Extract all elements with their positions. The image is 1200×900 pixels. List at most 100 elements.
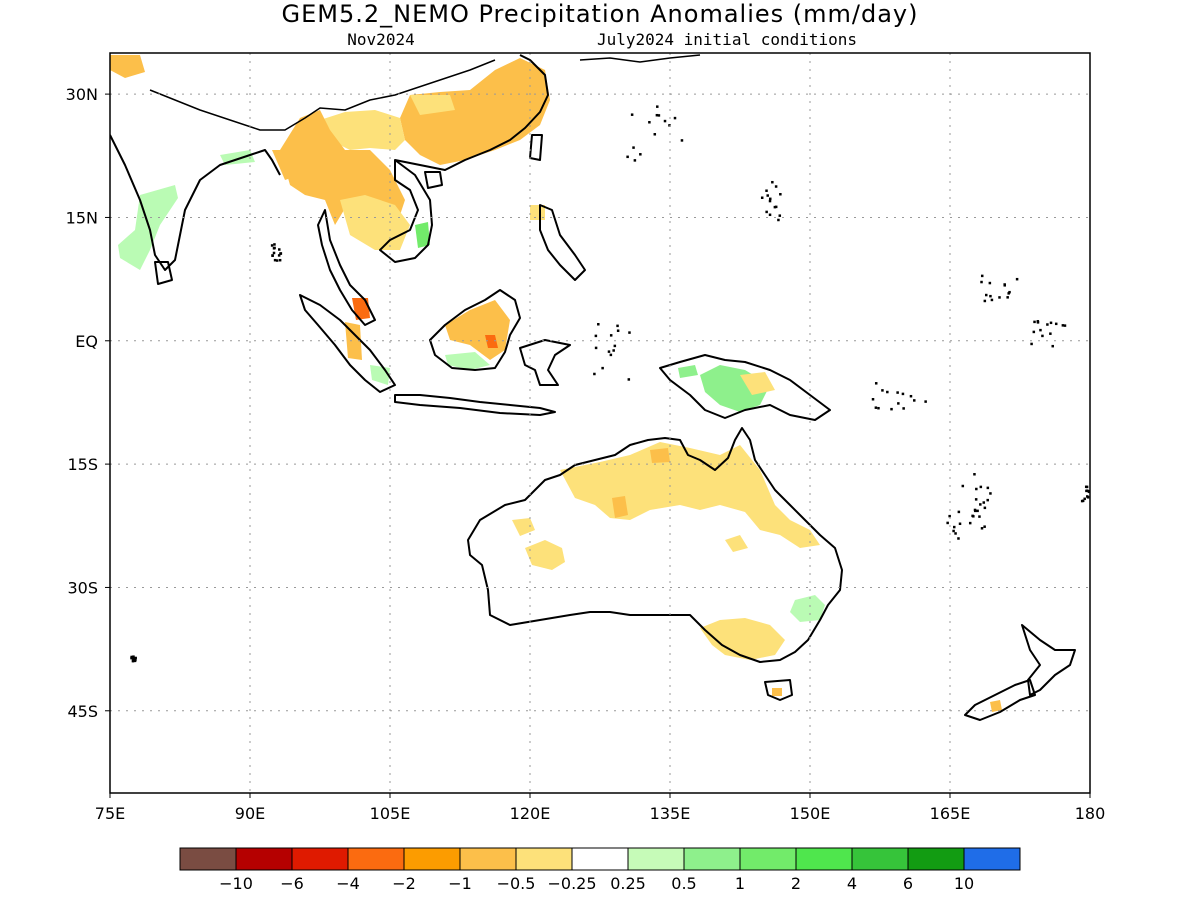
island-dot xyxy=(1036,320,1040,323)
colorbar-label: −6 xyxy=(280,874,304,893)
colorbar-label: 10 xyxy=(954,874,974,893)
island-dot xyxy=(616,329,620,332)
lon-tick-label: 165E xyxy=(930,804,971,823)
island-dot xyxy=(957,537,960,540)
island-dot xyxy=(594,334,598,338)
colorbar-swatch xyxy=(179,847,237,871)
anomaly-western-australia-patch xyxy=(525,540,565,570)
island-dot xyxy=(902,407,905,410)
anomaly-indochina-south xyxy=(340,195,410,250)
island-dot xyxy=(653,133,657,136)
island-dot xyxy=(988,281,992,285)
colorbar-swatch xyxy=(627,847,685,871)
island-dot xyxy=(968,521,972,525)
colorbar-label: 0.25 xyxy=(610,874,646,893)
lat-tick-label: 45S xyxy=(67,702,98,721)
anomaly-tibet-edge xyxy=(410,95,455,115)
island-dot xyxy=(1003,284,1006,287)
island-dot xyxy=(609,334,613,337)
anomaly-new-guinea-north xyxy=(678,365,698,378)
island-dot xyxy=(597,323,600,326)
island-dot xyxy=(277,254,281,257)
island-dot xyxy=(1049,321,1053,325)
island-dot xyxy=(958,522,962,526)
coast-new-guinea xyxy=(659,354,831,421)
lat-tick-label: 15N xyxy=(66,208,98,227)
island-dot xyxy=(975,487,978,491)
island-dot xyxy=(648,121,651,124)
colorbar-label: 2 xyxy=(791,874,801,893)
island-dot xyxy=(626,155,629,159)
island-dot xyxy=(639,153,642,156)
anomaly-queensland-patch xyxy=(725,535,748,552)
island-dot xyxy=(760,196,764,199)
island-dot xyxy=(278,258,282,262)
anomaly-borneo-south xyxy=(445,352,490,370)
lon-tick-label: 105E xyxy=(370,804,411,823)
island-dot xyxy=(774,205,778,209)
island-dot xyxy=(601,366,604,370)
anomaly-india-west xyxy=(118,185,178,270)
initial-conditions-label: July2024 initial conditions xyxy=(597,30,857,49)
coast-sulawesi xyxy=(519,339,571,386)
island-dot xyxy=(1093,486,1096,489)
island-dot xyxy=(974,509,977,513)
island-dot xyxy=(271,254,274,257)
island-dot xyxy=(766,194,769,197)
anomaly-tasmania xyxy=(772,688,782,696)
colorbar-swatch xyxy=(907,847,965,871)
island-dot xyxy=(1088,490,1090,494)
lat-tick-label: 15S xyxy=(67,455,98,474)
island-dot xyxy=(765,189,768,192)
border-asia-north xyxy=(149,59,496,131)
anomaly-sumatra-south xyxy=(370,365,390,385)
colorbar-label: 6 xyxy=(903,874,913,893)
coast-nz-south xyxy=(964,679,1036,721)
island-dot xyxy=(1086,496,1090,499)
island-dot xyxy=(607,350,611,353)
lon-tick-label: 150E xyxy=(790,804,831,823)
island-dot xyxy=(913,399,916,402)
island-dot xyxy=(130,656,133,660)
map-frame xyxy=(109,52,1091,794)
island-dot xyxy=(1054,322,1058,326)
island-dot xyxy=(874,406,878,409)
island-dot xyxy=(1033,320,1036,324)
colorbar-swatch xyxy=(291,847,349,871)
map-title: GEM5.2_NEMO Precipitation Anomalies (mm/… xyxy=(282,0,919,28)
island-dot xyxy=(989,492,992,495)
island-dot xyxy=(609,353,613,357)
lat-tick-label: 30S xyxy=(67,578,98,597)
island-dot xyxy=(133,656,136,660)
island-dot xyxy=(989,294,992,298)
island-dot xyxy=(972,515,975,518)
island-dot xyxy=(771,180,774,184)
anomaly-aus-gulf-deep xyxy=(650,448,670,463)
island-dot xyxy=(946,521,949,525)
island-dot xyxy=(978,515,981,518)
forecast-month: Nov2024 xyxy=(347,30,414,49)
island-dot xyxy=(983,525,986,528)
island-dot xyxy=(663,119,667,123)
island-dot xyxy=(765,210,768,214)
coast-australia xyxy=(467,427,843,663)
island-dot xyxy=(275,259,279,262)
island-dot xyxy=(657,114,661,117)
colorbar-swatch xyxy=(963,847,1021,871)
island-dot xyxy=(1085,485,1089,489)
colorbar-label: 1 xyxy=(735,874,745,893)
plot-area: 75E 90E 105E 120E 135E 150E 165E 180 30N 15N EQ 15S… xyxy=(66,52,1106,823)
island-dot xyxy=(1049,332,1052,335)
anomaly-pilbara-patch xyxy=(512,518,535,536)
coast-nz-north xyxy=(1021,624,1076,696)
coast-sumatra xyxy=(299,294,396,393)
colorbar-label: 4 xyxy=(847,874,857,893)
island-dot xyxy=(1046,323,1049,326)
lon-tick-label: 180 xyxy=(1075,804,1106,823)
colorbar-swatch xyxy=(571,847,629,871)
island-dot xyxy=(957,510,961,514)
anomaly-southeast-australia xyxy=(790,595,825,622)
coast-hainan xyxy=(424,171,443,189)
island-dot xyxy=(990,298,994,302)
island-dot xyxy=(278,248,281,251)
